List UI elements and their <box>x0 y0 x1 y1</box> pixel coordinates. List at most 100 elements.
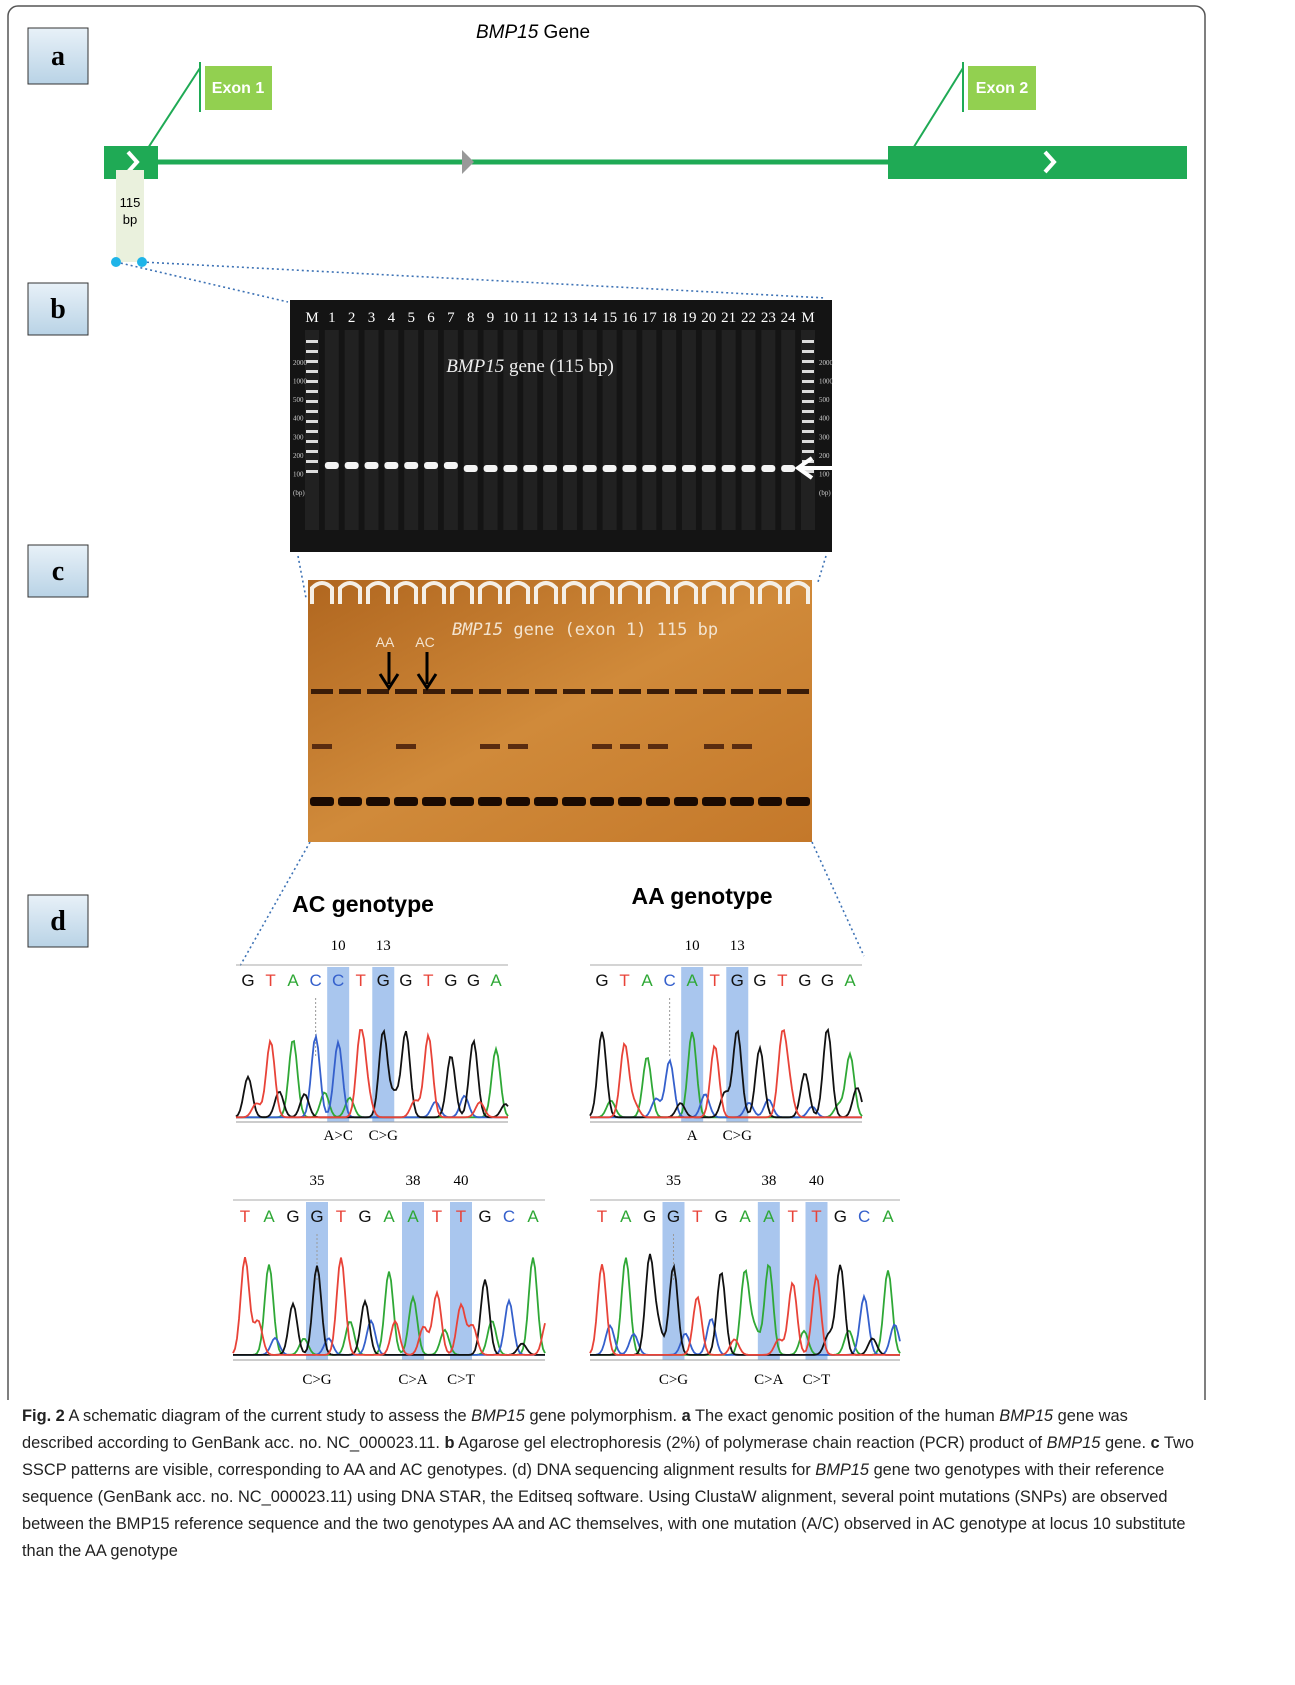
band <box>592 744 612 749</box>
base: G <box>643 1207 656 1226</box>
lane-label: 8 <box>467 310 475 326</box>
base: T <box>456 1207 466 1226</box>
base: G <box>753 971 766 990</box>
exon-block <box>888 146 1187 179</box>
caption-text: The exact genomic position of the human <box>691 1407 1000 1425</box>
ladder-label: 500 <box>293 396 304 404</box>
ladder-band <box>306 440 318 443</box>
base: A <box>263 1207 275 1226</box>
band <box>562 797 586 806</box>
exon-label: Exon 1 <box>212 80 265 97</box>
ladder-band <box>306 460 318 463</box>
gene-name: BMP15 <box>452 620 503 640</box>
panel-label: a <box>51 41 65 72</box>
band <box>590 797 614 806</box>
band <box>507 689 529 694</box>
smear <box>424 330 438 530</box>
base: T <box>336 1207 346 1226</box>
smear <box>642 330 656 530</box>
lane-label: 18 <box>662 310 677 326</box>
band <box>450 797 474 806</box>
band <box>662 465 676 472</box>
base: A <box>490 971 502 990</box>
ladder-label: 100 <box>819 470 830 478</box>
base: G <box>834 1207 847 1226</box>
band <box>451 689 473 694</box>
band <box>325 462 339 469</box>
mutation-label: A <box>687 1128 698 1144</box>
position-label: 38 <box>406 1173 421 1189</box>
caption-italic: BMP15 <box>1047 1434 1101 1452</box>
ladder-band <box>802 420 814 423</box>
band <box>781 465 795 472</box>
ladder-band <box>802 430 814 433</box>
lane-label: 6 <box>427 310 435 326</box>
band <box>534 797 558 806</box>
lane-label: 12 <box>543 310 558 326</box>
ladder-label: 300 <box>293 433 304 441</box>
ladder-label: 200 <box>293 452 304 460</box>
gel-title-rest: gene (115 bp) <box>504 356 614 377</box>
smear <box>722 330 736 530</box>
band <box>741 465 755 472</box>
lane-label: 3 <box>368 310 376 326</box>
band <box>311 689 333 694</box>
smear <box>741 330 755 530</box>
lane-label: 7 <box>447 310 455 326</box>
position-label: 10 <box>685 938 700 954</box>
gene-title-rest: Gene <box>538 22 590 43</box>
band <box>620 744 640 749</box>
base: T <box>692 1207 702 1226</box>
position-label: 13 <box>376 938 391 954</box>
band <box>787 689 809 694</box>
base: G <box>715 1207 728 1226</box>
base: G <box>478 1207 491 1226</box>
lane-label: 11 <box>523 310 537 326</box>
ladder-band <box>802 350 814 353</box>
smear <box>622 330 636 530</box>
ladder-band <box>306 450 318 453</box>
position-label: 35 <box>666 1173 681 1189</box>
base: A <box>407 1207 419 1226</box>
band <box>535 689 557 694</box>
lane-label: M <box>801 310 814 326</box>
caption-italic: BMP15 <box>999 1407 1053 1425</box>
dot <box>111 257 121 267</box>
base: A <box>882 1207 894 1226</box>
band <box>480 744 500 749</box>
lane-label: 15 <box>602 310 617 326</box>
base: A <box>844 971 856 990</box>
band <box>396 744 416 749</box>
ladder-band <box>306 370 318 373</box>
smear <box>761 330 775 530</box>
ladder-band <box>306 420 318 423</box>
base: C <box>663 971 675 990</box>
band <box>395 689 417 694</box>
band <box>338 797 362 806</box>
gel-title: BMP15 gene (115 bp) <box>446 356 614 377</box>
ladder-label: 1000 <box>819 378 834 386</box>
band <box>404 462 418 469</box>
gene-title: BMP15 Gene <box>476 22 590 43</box>
base: G <box>467 971 480 990</box>
lane-label: 10 <box>503 310 518 326</box>
ladder-band <box>306 400 318 403</box>
ladder-label: (bp) <box>819 489 831 497</box>
panel-label: b <box>50 294 66 325</box>
ladder-band <box>306 470 318 473</box>
genotype-mark: AC <box>415 634 434 650</box>
caption-bold: c <box>1151 1434 1160 1452</box>
band <box>647 689 669 694</box>
band <box>478 797 502 806</box>
lane-label: 22 <box>741 310 756 326</box>
ladder-label: (bp) <box>293 489 305 497</box>
genotype-title: AA genotype <box>632 883 773 909</box>
mutation-label: C>G <box>302 1372 331 1388</box>
band <box>339 689 361 694</box>
connector <box>142 262 826 298</box>
band <box>642 465 656 472</box>
mutation-label: C>A <box>754 1372 783 1388</box>
ladder-band <box>306 360 318 363</box>
band <box>506 797 530 806</box>
band <box>618 797 642 806</box>
